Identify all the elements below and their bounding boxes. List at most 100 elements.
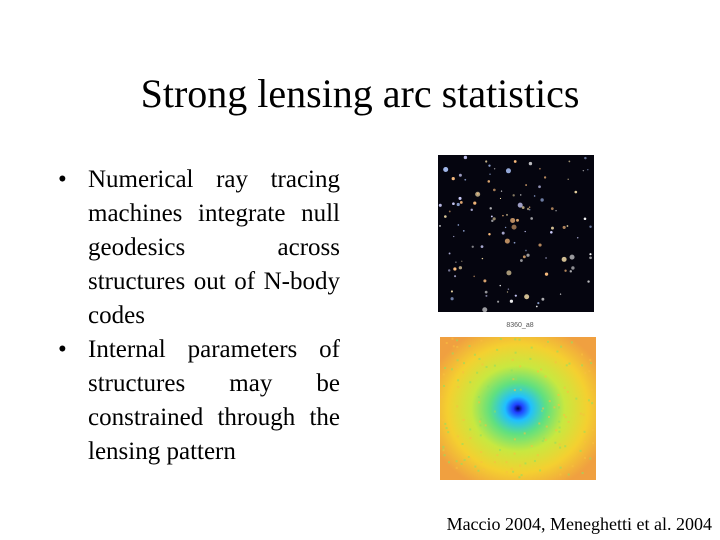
map-speckle [515,376,518,379]
map-speckle [480,339,483,342]
galaxy [526,253,530,257]
galaxy [462,230,465,232]
map-speckle [457,386,460,389]
map-speckle [442,445,445,448]
map-speckle [539,469,542,472]
map-speckle [589,457,592,460]
map-speckle [511,358,514,361]
map-speckle [515,378,518,381]
galaxy [564,269,567,272]
galaxy [484,290,488,294]
map-speckle [557,393,560,396]
map-speckle [444,422,447,425]
map-speckle [445,427,448,430]
bullet: Numerical ray tracing machines integrate… [58,163,340,333]
galaxy [569,270,572,273]
galaxy [482,307,488,313]
galaxy [528,206,531,208]
galaxy [551,226,554,230]
galaxy [490,215,493,218]
galaxy [448,269,451,272]
galaxy [443,167,449,173]
map-speckle [564,416,567,419]
map-speckle [581,353,584,356]
galaxy [587,169,589,171]
map-speckle [460,362,463,365]
map-speckle [467,456,470,459]
map-speckle [480,451,483,454]
galaxy [538,185,541,189]
galaxy [458,196,462,200]
map-speckle [544,438,547,441]
galaxy [576,237,579,239]
map-speckle [510,369,513,372]
galaxy [543,176,547,179]
galaxy [525,184,528,186]
map-speckle [513,389,516,392]
galaxy [448,252,451,255]
map-speckle [547,415,550,418]
map-speckle [493,410,496,413]
galaxy [540,198,544,202]
galaxies [438,155,592,313]
galaxy [444,215,447,218]
map-speckle [541,440,544,443]
map-speckle [579,449,582,452]
map-speckle [478,401,481,404]
galaxy [453,235,455,238]
map-speckle [512,470,515,473]
galaxy [520,259,523,262]
galaxy [499,284,501,287]
galaxy [463,155,468,160]
galaxy [561,256,567,262]
map-speckle [558,443,561,446]
map-speckle [445,341,448,344]
galaxy [476,192,479,195]
map-speckle [579,412,582,415]
map-speckle [554,441,557,444]
map-speckle [512,378,515,381]
galaxy [504,238,510,244]
galaxy [499,197,502,200]
map-speckle [558,420,561,423]
galaxy [550,231,553,234]
map-speckle [510,467,513,470]
galaxy [567,178,569,180]
galaxy [506,213,509,216]
lensing-map-image [440,337,596,480]
map-speckle [524,462,527,465]
map-speckle [514,338,517,341]
map-speckle [462,418,465,421]
galaxy [491,219,494,223]
map-speckle [519,388,522,391]
map-speckle [442,449,445,452]
map-speckle [456,365,459,368]
galaxy [587,280,590,283]
galaxy [589,256,592,260]
map-speckle [481,363,484,366]
galaxy [589,253,592,256]
map-speckle [591,428,594,431]
image-caption: 8360_a8 [506,322,534,329]
galaxy [470,208,473,212]
galaxy [485,294,488,297]
galaxy [485,160,488,163]
galaxy [507,288,510,290]
galaxy [451,177,455,181]
map-speckle [559,446,562,449]
galaxy [452,202,455,206]
map-speckle [523,432,526,435]
map-speckle [589,359,592,362]
map-speckle [487,385,490,388]
galaxy [562,225,566,229]
map-speckle [456,405,459,408]
map-speckle [514,351,517,354]
map-speckle [579,364,582,367]
map-speckle [559,473,562,476]
map-speckle [461,442,464,445]
map-speckle [587,399,590,402]
map-speckle [557,403,560,406]
map-speckle [542,407,545,410]
galaxy [506,270,512,276]
